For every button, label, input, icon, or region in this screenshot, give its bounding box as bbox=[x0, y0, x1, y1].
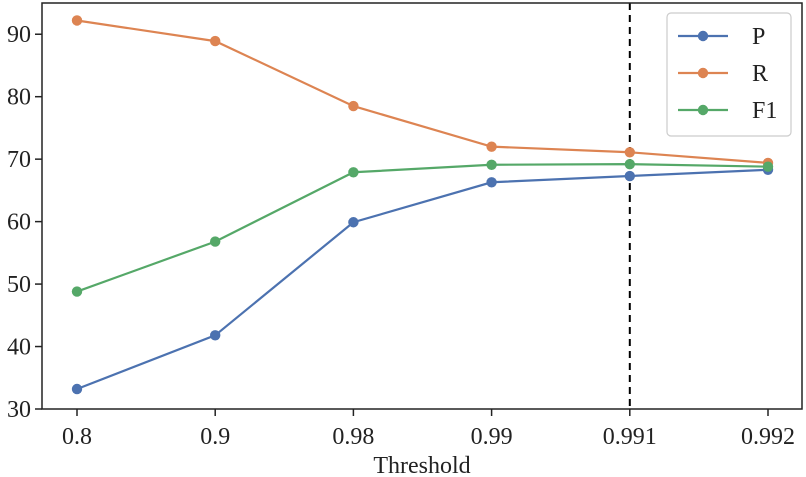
series-line-p bbox=[76, 168, 769, 391]
legend-marker bbox=[697, 104, 709, 116]
data-point-f1 bbox=[348, 167, 359, 178]
data-point-f1 bbox=[762, 161, 774, 172]
y-tick-label: 70 bbox=[7, 147, 31, 173]
x-tick-label: 0.99 bbox=[471, 424, 513, 450]
x-axis-label: Threshold bbox=[373, 453, 470, 477]
legend: PR F1 bbox=[666, 12, 792, 137]
data-point-r bbox=[486, 141, 497, 152]
y-tick-label: 30 bbox=[7, 397, 31, 423]
series-line-r bbox=[76, 19, 769, 164]
y-tick-label: 40 bbox=[7, 335, 31, 361]
data-point-r bbox=[624, 147, 635, 158]
y-tick-label: 90 bbox=[7, 22, 31, 48]
legend-label: F1 bbox=[752, 98, 777, 124]
data-point-f1 bbox=[210, 236, 221, 247]
data-point-f1 bbox=[486, 159, 497, 170]
plot-area bbox=[71, 3, 774, 409]
x-tick-label: 0.992 bbox=[741, 424, 795, 450]
data-point-p bbox=[348, 217, 359, 228]
data-point-p bbox=[210, 330, 221, 341]
x-tick-label: 0.991 bbox=[603, 424, 657, 450]
data-point-p bbox=[624, 170, 635, 182]
data-point-r bbox=[348, 100, 359, 112]
y-tick-label: 60 bbox=[7, 210, 31, 236]
legend-label: R bbox=[752, 61, 768, 87]
legend-box bbox=[666, 12, 792, 137]
legend-marker bbox=[697, 67, 709, 79]
data-point-f1 bbox=[71, 286, 83, 297]
data-point-f1 bbox=[624, 158, 635, 170]
y-tick-label: 80 bbox=[7, 85, 31, 111]
axes: 30 40 50 60 70 80 90 0.8 0.9 0.98 0.99 0.991 0.992 bbox=[7, 22, 795, 450]
data-point-p bbox=[486, 177, 497, 188]
x-tick-label: 0.8 bbox=[62, 424, 92, 450]
data-point-p bbox=[71, 383, 83, 395]
data-point-r bbox=[210, 35, 221, 47]
plot-frame bbox=[41, 2, 803, 410]
data-point-r bbox=[71, 15, 83, 26]
legend-label: P bbox=[752, 24, 765, 50]
series-line-f1 bbox=[76, 163, 769, 293]
x-tick-label: 0.98 bbox=[332, 424, 374, 450]
legend-marker bbox=[697, 30, 709, 42]
y-tick-label: 50 bbox=[7, 272, 31, 298]
x-tick-label: 0.9 bbox=[200, 424, 230, 450]
